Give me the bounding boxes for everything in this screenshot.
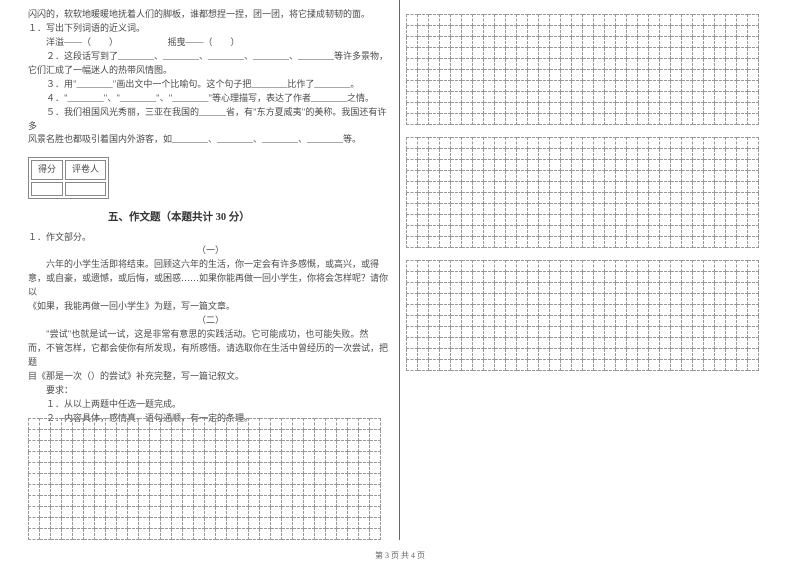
right-writing-grids — [406, 14, 780, 371]
question-2a: ２．这段话写到了________、________、________、_____… — [28, 50, 393, 64]
page-footer: 第 3 页 共 4 页 — [0, 550, 800, 561]
essay1-b: 意，或自豪，或遗憾，或后悔，或困惑……如果你能再做一回小学生，你将会怎样呢？请你… — [28, 272, 393, 300]
requirement-1: １．从以上两题中任选一题完成。 — [28, 398, 393, 412]
essay2-title: （二） — [28, 314, 393, 328]
question-5a: ５．我们祖国风光秀丽，三亚在我国的______省，有"东方夏威夷"的美称。我国还… — [28, 106, 393, 134]
question-2b: 它们汇成了一幅迷人的热带风情图。 — [28, 64, 393, 78]
question-3: ３．用"________"画出文中一个比喻句。这个句子把________比作了_… — [28, 78, 393, 92]
left-writing-grid — [28, 418, 381, 540]
section-title: 五、作文题（本题共计 30 分） — [108, 210, 393, 226]
left-column: 闪闪的，软软地暖暖地抚着人们的脚板，谁都想捏一捏，团一团，将它揉成韧韧的面。 １… — [0, 0, 400, 540]
question-1-items: 洋溢——（ ） 摇曳——（ ） — [28, 36, 393, 50]
writing-grid-block — [406, 14, 780, 125]
essay2-c: 目《那是一次（）的尝试》补充完整，写一篇记叙文。 — [28, 370, 393, 384]
right-column — [400, 0, 800, 540]
grader-cell — [65, 182, 106, 196]
question-5b: 风景名胜也都吸引着国内外游客，如________、________、______… — [28, 133, 393, 147]
essay1-title: （一） — [28, 244, 393, 258]
passage-line: 闪闪的，软软地暖暖地抚着人们的脚板，谁都想捏一捏，团一团，将它揉成韧韧的面。 — [28, 8, 393, 22]
score-box: 得分 评卷人 — [28, 157, 109, 199]
essay2-a: "尝试"也就是试一试，这是非常有意思的实践活动。它可能成功，也可能失败。然 — [28, 328, 393, 342]
writing-grid-block — [406, 137, 780, 248]
question-1: １．写出下列词语的近义词。 — [28, 22, 393, 36]
essay-label: １．作文部分。 — [28, 231, 393, 245]
score-col-2: 评卷人 — [65, 160, 106, 180]
writing-grid-block — [406, 260, 780, 371]
score-cell — [31, 182, 63, 196]
essay1-a: 六年的小学生活即将结束。回顾这六年的生活，你一定会有许多感慨，或高兴，或得 — [28, 258, 393, 272]
score-col-1: 得分 — [31, 160, 63, 180]
question-4: ４．"________"、"________"、"________"等心理描写，… — [28, 92, 393, 106]
essay1-c: 《如果，我能再做一回小学生》为题，写一篇文章。 — [28, 300, 393, 314]
requirements-label: 要求： — [28, 384, 393, 398]
essay2-b: 而，不管怎样，它都会使你有所发现，有所感悟。请选取你在生活中曾经历的一次尝试，把… — [28, 342, 393, 370]
